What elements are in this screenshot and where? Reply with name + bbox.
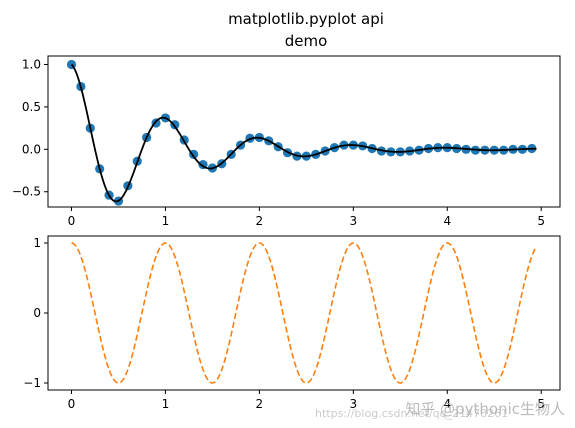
x-tick-label: 3 bbox=[350, 397, 358, 411]
watermark-text: 知乎 @pythonic生物人 bbox=[405, 400, 565, 418]
x-tick-label: 2 bbox=[256, 397, 264, 411]
x-tick-label: 0 bbox=[68, 397, 76, 411]
y-tick-label: 0.0 bbox=[22, 142, 41, 156]
x-tick-label: 5 bbox=[537, 214, 545, 228]
chart-title-line-1: matplotlib.pyplot api bbox=[228, 10, 384, 28]
x-tick-label: 5 bbox=[537, 397, 545, 411]
y-tick-label: 0.5 bbox=[22, 100, 41, 114]
x-tick-label: 3 bbox=[350, 214, 358, 228]
x-tick-label: 4 bbox=[443, 397, 451, 411]
x-tick-label: 0 bbox=[68, 214, 76, 228]
chart-title-line-2: demo bbox=[285, 32, 328, 50]
x-tick-label: 1 bbox=[162, 214, 170, 228]
y-tick-label: 1 bbox=[33, 236, 41, 250]
y-tick-label: −0.5 bbox=[12, 185, 41, 199]
watermark: https://blog.csdn.net/qq_21478261 知乎 @py… bbox=[315, 398, 565, 420]
x-tick-label: 4 bbox=[443, 214, 451, 228]
top-subplot: 0 1 2 3 4 5 −0.5 0.0 0.5 1.0 bbox=[12, 55, 561, 228]
dashed-line-series bbox=[71, 242, 538, 384]
top-subplot-marks bbox=[66, 59, 537, 206]
bottom-subplot-ticks: 0 1 2 3 4 5 −1 0 1 bbox=[23, 236, 545, 411]
top-subplot-frame bbox=[47, 55, 561, 208]
x-tick-label: 2 bbox=[256, 214, 264, 228]
watermark-url: https://blog.csdn.net/qq_21478261 bbox=[315, 407, 509, 420]
bottom-subplot: 0 1 2 3 4 5 −1 0 1 bbox=[23, 235, 561, 411]
y-tick-label: 0 bbox=[33, 306, 41, 320]
y-tick-label: 1.0 bbox=[22, 57, 41, 71]
bottom-subplot-marks bbox=[71, 242, 538, 384]
top-subplot-ticks: 0 1 2 3 4 5 −0.5 0.0 0.5 1.0 bbox=[12, 57, 545, 228]
y-tick-label: −1 bbox=[23, 376, 41, 390]
x-tick-label: 1 bbox=[162, 397, 170, 411]
solid-line-series bbox=[70, 63, 537, 203]
